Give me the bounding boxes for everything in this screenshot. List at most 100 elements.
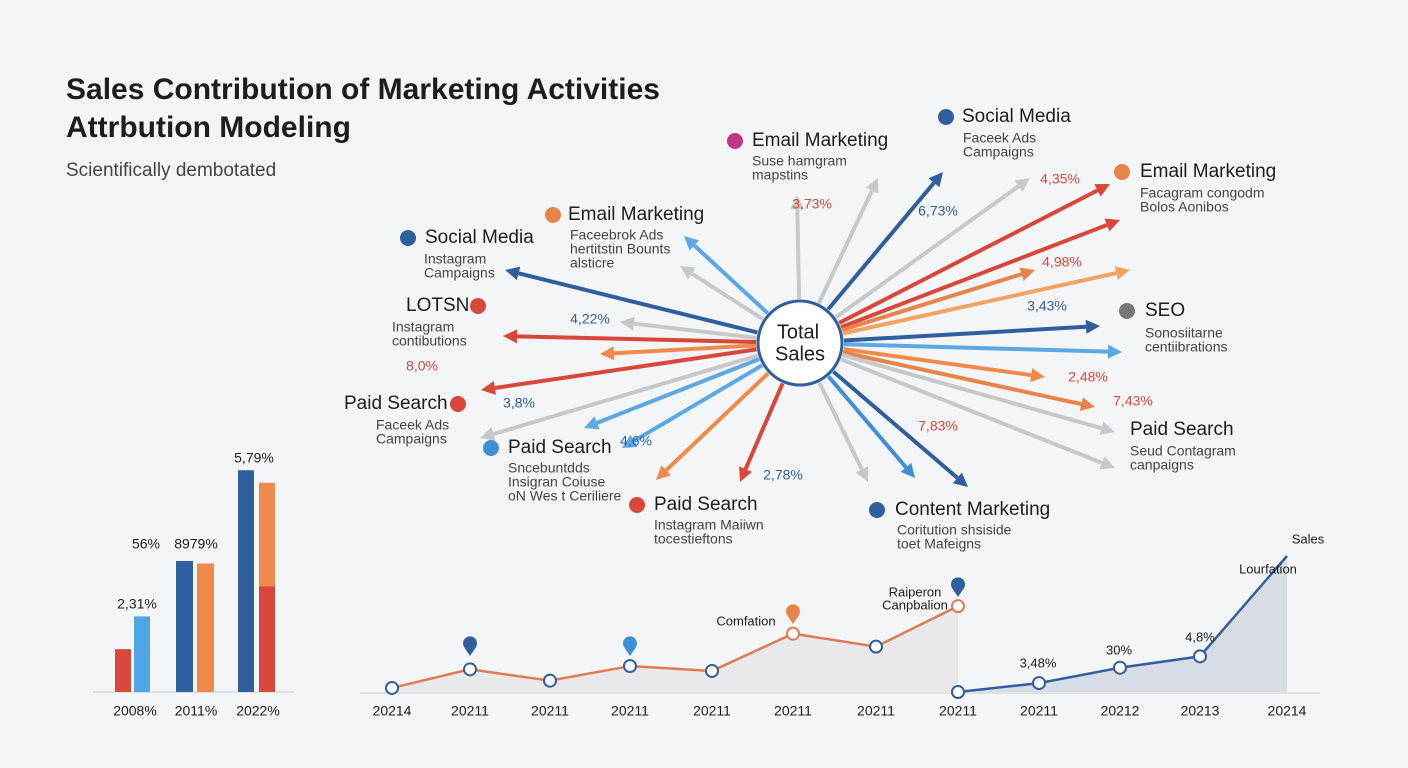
node-label: Paid Search [654,494,758,515]
bar [115,649,131,692]
node-detail: Instagram [424,251,486,267]
node-detail: Faceek Ads [963,130,1036,146]
x-tick-label: 20214 [1268,703,1307,719]
arrow-head [865,178,879,194]
title: Sales Contribution of Marketing Activiti… [66,73,660,106]
node-detail: Insigran Coiuse [508,474,605,490]
line-point [385,680,399,695]
line-annotation: Comfation [716,613,775,628]
arrow [826,181,936,311]
arrow [838,188,1099,325]
line-annotation: 30% [1106,642,1132,657]
x-tick-label: 20211 [939,703,977,719]
arrow-head [790,195,805,210]
bar [197,563,214,692]
arrow [843,324,1087,343]
arrow-percent: 7,43% [1113,393,1153,409]
line-point [786,626,800,641]
line-annotation: Canpbalion [882,597,948,612]
bar [259,586,275,692]
line-annotation: 3,48% [1020,655,1057,670]
node-detail: Coritution shsiside [897,522,1012,538]
arrow-head [622,434,638,448]
node-detail: Sonosiitarne [1145,325,1223,341]
arrow-head [656,465,671,480]
node-icon [1114,164,1130,180]
node-icon [470,298,486,314]
arrow-head [480,427,496,441]
x-tick-label: 2011% [175,703,218,719]
arrow [841,353,1103,431]
arrow [743,382,785,470]
pin [623,636,637,656]
arrow [516,334,757,344]
node-detail: Suse hamgram [752,153,847,169]
pin [463,636,478,656]
arrow [843,347,1032,378]
node-detail: oN Wes t Ceriliere [508,488,622,504]
node-detail: Faceebrok Ads [570,227,663,243]
node-label: Social Media [425,227,534,248]
bar-value-label: 56% [132,536,160,552]
node-detail: alsticre [570,255,615,271]
node-label: Paid Search [1130,419,1234,440]
line-annotation: 4,8% [1185,629,1215,644]
pin [951,577,965,597]
node-icon [629,497,645,513]
node-icon [727,133,743,149]
arrow [816,189,874,305]
arrow [633,363,764,443]
arrow-head [1019,267,1035,281]
line-point [543,673,557,688]
node-label: LOTSN [406,295,469,316]
node-detail: Faceek Ads [376,417,449,433]
arrow [843,342,1109,354]
arrow-head [1099,421,1115,435]
line-point [1032,676,1046,691]
bar [176,560,193,692]
node-label: Email Marketing [568,204,704,225]
node-label: Email Marketing [1140,161,1276,182]
arrow-percent: 4,98% [1042,254,1082,270]
arrow-head [1099,456,1115,470]
arrow [494,347,757,390]
arrow-head [855,466,869,482]
line-point [951,599,965,614]
node-detail: Bolos Aonibos [1140,199,1229,215]
arrow-head [584,416,600,430]
x-tick-label: 2008% [113,703,157,719]
line-point [1113,660,1127,675]
arrow [692,244,770,315]
arrow-percent: 8,0% [406,358,438,374]
node-detail: toet Mafeigns [897,536,981,552]
node-detail: Campaigns [424,265,495,281]
arrow-head [900,462,915,478]
node-label: SEO [1145,300,1185,321]
arrow-percent: 3,73% [792,196,832,212]
x-tick-label: 2022% [236,703,280,719]
arrow [841,272,1023,332]
arrow-head [1107,344,1122,359]
node-icon [400,230,416,246]
line-point [623,659,637,674]
line-point [869,639,883,654]
arrow-head [620,316,635,331]
node-icon [869,502,885,518]
arrow-head [928,172,943,188]
line-annotation: Lourfation [1239,561,1297,576]
line-annotation: Sales [1292,531,1325,546]
node-detail: Seud Contagram [1130,443,1236,459]
arrow-head [684,236,700,251]
x-tick-label: 20211 [774,703,812,719]
bar-value-label: 5,79% [234,450,274,466]
arrow [690,271,765,321]
node-icon [1119,303,1135,319]
arrow-head [1094,184,1110,197]
node-label: Social Media [962,106,1071,127]
arrow [633,321,757,340]
arrow-head [1114,266,1130,280]
arrow [664,371,770,472]
arrow [613,343,757,356]
arrow-head [1030,368,1045,383]
